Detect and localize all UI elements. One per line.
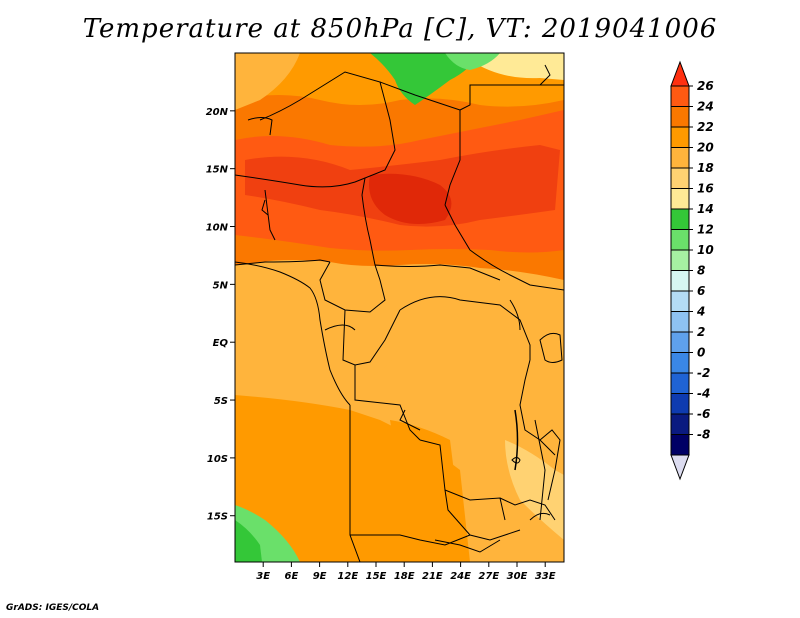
lon-tick-label: 12E bbox=[337, 571, 358, 582]
colorbar-label: 16 bbox=[697, 182, 714, 196]
colorbar-label: 14 bbox=[697, 202, 714, 216]
temperature-field bbox=[235, 53, 564, 562]
lat-tick-label: 15S bbox=[207, 512, 228, 523]
colorbar-label: 8 bbox=[697, 264, 705, 278]
colorbar-label: 18 bbox=[697, 161, 714, 175]
grads-credit: GrADS: IGES/COLA bbox=[6, 603, 100, 613]
colorbar-label: -2 bbox=[697, 366, 710, 380]
colorbar-swatch bbox=[670, 311, 690, 333]
lat-tick-label: 5S bbox=[214, 396, 228, 407]
colorbar-label: 2 bbox=[697, 325, 705, 339]
colorbar-swatch bbox=[670, 270, 690, 292]
lon-tick-label: 3E bbox=[256, 571, 270, 582]
lat-tick-label: 10S bbox=[207, 454, 228, 465]
colorbar-label: 4 bbox=[696, 305, 705, 319]
colorbar-swatch bbox=[670, 434, 690, 456]
colorbar-swatch bbox=[670, 229, 690, 251]
colorbar-swatch bbox=[670, 167, 690, 189]
map-title: Temperature at 850hPa [C], VT: 201904100… bbox=[82, 14, 718, 44]
lat-tick-label: EQ bbox=[213, 338, 229, 349]
lon-tick-label: 6E bbox=[285, 571, 299, 582]
lon-tick-label: 9E bbox=[313, 571, 327, 582]
colorbar-swatch bbox=[670, 249, 690, 271]
colorbar-label: 20 bbox=[697, 141, 714, 155]
lat-tick-label: 5N bbox=[213, 280, 229, 291]
colorbar-swatch bbox=[670, 372, 690, 394]
map-frame bbox=[234, 52, 565, 563]
colorbar-swatch bbox=[670, 331, 690, 353]
lon-tick-label: 15E bbox=[366, 571, 387, 582]
colorbar-swatch bbox=[670, 208, 690, 230]
colorbar-swatch bbox=[670, 126, 690, 148]
colorbar-label: 6 bbox=[697, 284, 705, 298]
lon-tick-label: 27E bbox=[478, 571, 499, 582]
colorbar-swatch bbox=[670, 393, 690, 415]
colorbar-label: 26 bbox=[697, 79, 714, 93]
latitude-axis: 20N 15N 10N 5N EQ 5S 10S 15S bbox=[206, 107, 235, 523]
colorbar-swatch bbox=[670, 290, 690, 312]
colorbar-label: 22 bbox=[697, 120, 714, 134]
lon-tick-label: 30E bbox=[507, 571, 528, 582]
colorbar-swatch bbox=[670, 352, 690, 374]
colorbar-max-arrow bbox=[670, 60, 690, 87]
lon-tick-label: 33E bbox=[535, 571, 556, 582]
lat-tick-label: 15N bbox=[206, 165, 229, 176]
colorbar-swatch bbox=[670, 413, 690, 435]
lat-tick-label: 10N bbox=[206, 223, 229, 234]
colorbar-swatch bbox=[670, 188, 690, 210]
longitude-axis: 3E 6E 9E 12E 15E 18E 21E 24E 27E 30E 33E bbox=[256, 562, 556, 582]
colorbar-swatch bbox=[670, 147, 690, 169]
colorbar-label: -8 bbox=[697, 428, 710, 442]
colorbar-min-arrow bbox=[670, 454, 690, 481]
colorbar-label: 10 bbox=[697, 243, 714, 257]
colorbar-label: -4 bbox=[697, 387, 710, 401]
lat-tick-label: 20N bbox=[206, 107, 229, 118]
colorbar-label: 24 bbox=[697, 100, 714, 114]
colorbar-swatch bbox=[670, 85, 690, 107]
lon-tick-label: 18E bbox=[394, 571, 415, 582]
country-borders bbox=[235, 64, 564, 562]
colorbar-swatch bbox=[670, 106, 690, 128]
colorbar-label: 12 bbox=[697, 223, 714, 237]
lon-tick-label: 21E bbox=[422, 571, 443, 582]
colorbar-label: 0 bbox=[697, 346, 705, 360]
lon-tick-label: 24E bbox=[450, 571, 471, 582]
colorbar-label: -6 bbox=[697, 407, 710, 421]
